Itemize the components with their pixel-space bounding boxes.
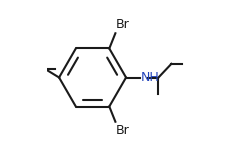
Text: Br: Br: [116, 18, 130, 31]
Text: NH: NH: [140, 71, 159, 84]
Text: Br: Br: [116, 124, 130, 137]
